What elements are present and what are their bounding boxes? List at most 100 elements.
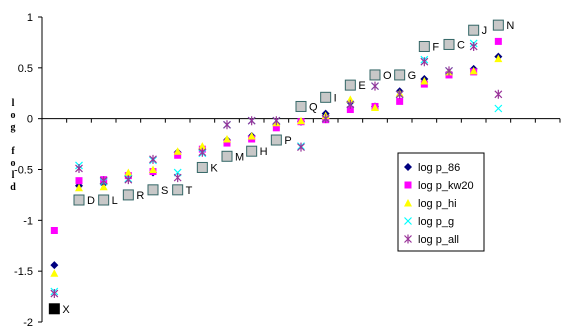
data-point (494, 54, 503, 63)
data-point (223, 139, 231, 147)
data-point (396, 97, 404, 105)
data-point (346, 99, 355, 109)
category-marker-e (344, 79, 356, 91)
category-label-g: G (408, 70, 417, 82)
category-marker-n (492, 19, 504, 31)
data-point (99, 182, 108, 191)
data-point (50, 289, 59, 299)
legend-label: log p_kw20 (418, 180, 474, 192)
data-point (50, 269, 59, 277)
legend-marker (404, 234, 412, 244)
y-axis-label-char: l (11, 170, 15, 181)
category-label-h: H (260, 146, 268, 158)
data-point (198, 147, 207, 157)
data-point (50, 261, 59, 270)
category-marker-d (73, 194, 85, 206)
y-tick-label: -1 (23, 215, 33, 227)
data-point (149, 154, 157, 164)
category-markers: X D L R S T K M H P Q I E O G F C J N (48, 19, 514, 316)
category-label-c: C (457, 39, 465, 51)
category-label-m: M (235, 151, 244, 163)
category-label-i: I (334, 92, 337, 104)
data-point (272, 124, 280, 132)
data-point (149, 165, 157, 173)
category-marker-x (48, 303, 60, 315)
series-log-p_all (50, 41, 503, 299)
category-label-x: X (62, 304, 70, 316)
y-axis-label-char: o (10, 110, 16, 121)
category-marker-i (320, 91, 332, 103)
data-point (420, 57, 429, 67)
data-point (469, 41, 478, 51)
data-point (124, 175, 133, 185)
category-label-q: Q (309, 101, 318, 113)
data-point (321, 114, 330, 124)
y-axis-label-char: g (10, 122, 16, 133)
data-point (173, 173, 182, 183)
y-tick-labels: 1 0.5 0 -0.5 -1 -1.5 -2 (14, 12, 42, 328)
data-point (75, 163, 83, 173)
y-axis-label-char: f (11, 146, 15, 157)
data-point (223, 135, 231, 143)
data-point (198, 142, 207, 150)
category-marker-s (147, 184, 159, 196)
category-label-k: K (210, 162, 218, 174)
data-point (223, 120, 231, 130)
category-label-n: N (506, 20, 514, 32)
data-point (247, 116, 256, 126)
category-marker-g (394, 69, 406, 81)
category-marker-h (246, 145, 258, 157)
data-point (346, 106, 354, 114)
data-point (247, 131, 256, 140)
legend-label: log p_hi (418, 198, 457, 210)
data-point (272, 116, 281, 126)
data-point (346, 95, 355, 103)
category-marker-l (98, 194, 110, 206)
category-label-l: L (112, 195, 118, 207)
legend-label: log p_86 (418, 162, 460, 174)
data-point (469, 66, 478, 75)
category-marker-f (418, 40, 430, 52)
y-tick-label: 0.5 (18, 63, 33, 75)
category-label-r: R (136, 190, 144, 202)
category-marker-p (270, 134, 282, 146)
y-tick-label: 0 (27, 114, 33, 126)
data-point (420, 77, 429, 85)
category-marker-t (172, 184, 184, 196)
legend-box (397, 152, 485, 252)
data-point (297, 142, 305, 152)
category-marker-r (122, 189, 134, 201)
data-point (124, 168, 133, 177)
data-point (494, 104, 503, 113)
data-point (297, 116, 305, 125)
category-marker-q (295, 100, 307, 112)
data-point (174, 151, 182, 159)
legend-marker (404, 199, 412, 207)
legend-label: log p_all (418, 234, 459, 246)
y-axis-label-char: l (11, 98, 15, 109)
data-point (494, 37, 502, 45)
category-label-t: T (186, 185, 193, 197)
y-axis-label-char: d (10, 182, 16, 193)
y-axis-label-char: o (10, 158, 16, 169)
data-point (371, 81, 379, 91)
category-label-f: F (432, 41, 439, 53)
category-marker-m (221, 150, 233, 162)
category-label-j: J (482, 25, 488, 37)
data-point (50, 227, 58, 234)
data-point (494, 89, 503, 99)
legend-marker (404, 217, 412, 225)
category-label-d: D (87, 195, 95, 207)
category-marker-j (468, 24, 480, 36)
category-marker-c (443, 38, 455, 50)
legend-marker (404, 163, 412, 171)
legend-marker (404, 181, 412, 189)
y-tick-label: -2 (23, 317, 33, 328)
y-tick-label: 1 (27, 12, 33, 24)
data-points (50, 37, 503, 299)
category-marker-o (369, 69, 381, 81)
data-point (99, 176, 108, 186)
data-point (173, 147, 182, 155)
